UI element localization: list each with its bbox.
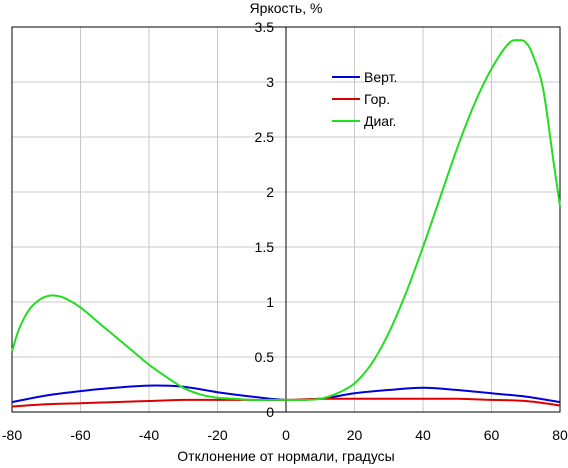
y-tick-label: 2 (266, 184, 274, 200)
y-tick-label: 3.5 (255, 19, 275, 35)
x-tick-label: 40 (415, 427, 431, 443)
x-tick-label: 80 (552, 427, 568, 443)
y-axis-title: Яркость, % (250, 0, 323, 16)
legend-label-horizontal: Гор. (364, 91, 390, 107)
x-tick-label: 20 (347, 427, 363, 443)
y-tick-labels: 0 0.5 1 1.5 2 2.5 3 3.5 (255, 19, 275, 420)
y-tick-label: 1 (266, 294, 274, 310)
y-tick-label: 3 (266, 74, 274, 90)
x-tick-label: -20 (207, 427, 227, 443)
x-tick-label: -60 (70, 427, 90, 443)
legend: Верт. Гор. Диаг. (332, 69, 397, 129)
x-tick-label: 60 (484, 427, 500, 443)
series-line-diagonal (11, 39, 561, 401)
y-tick-label: 2.5 (255, 129, 275, 145)
x-tick-label: -80 (2, 427, 22, 443)
y-tick-label: 0.5 (255, 349, 275, 365)
legend-label-diagonal: Диаг. (364, 113, 396, 129)
x-tick-label: 0 (282, 427, 290, 443)
x-axis-title: Отклонение от нормали, градусы (177, 448, 394, 464)
series-lines (11, 39, 561, 408)
legend-label-vertical: Верт. (364, 69, 397, 85)
x-tick-labels: -80 -60 -40 -20 0 20 40 60 80 (2, 427, 568, 443)
x-tick-label: -40 (139, 427, 159, 443)
y-tick-label: 1.5 (255, 239, 275, 255)
y-tick-label: 0 (266, 404, 274, 420)
